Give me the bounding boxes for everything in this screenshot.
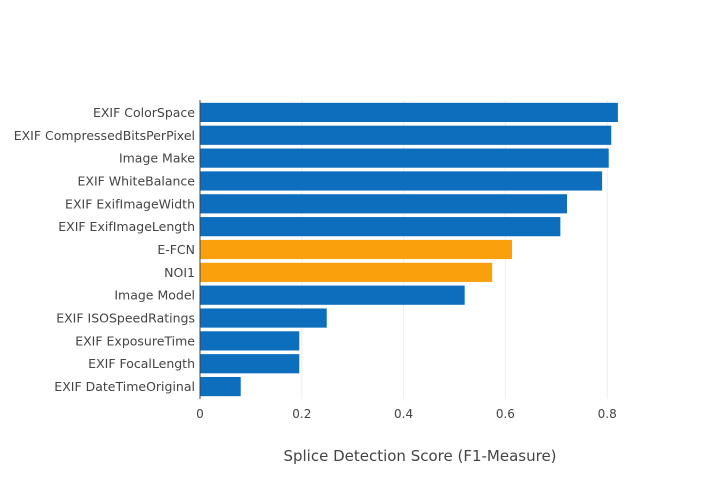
x-tick-label: 0 <box>196 407 204 421</box>
bar-exif-datetimeoriginal <box>200 376 241 397</box>
x-tick-label: 0.6 <box>496 407 515 421</box>
bar-exif-isospeedratings <box>200 308 327 328</box>
y-tick-label: EXIF CompressedBitsPerPixel <box>14 128 195 143</box>
y-tick-label: Image Make <box>119 151 195 166</box>
x-tick-label: 0.4 <box>394 407 413 421</box>
y-tick-label: EXIF ExifImageLength <box>58 219 195 234</box>
y-tick-label: Image Model <box>114 288 195 303</box>
bar-noi1 <box>200 262 493 282</box>
bar-exif-exifimagewidth <box>200 194 567 214</box>
bar-e-fcn <box>200 239 513 260</box>
y-tick-label: EXIF ISOSpeedRatings <box>56 311 195 326</box>
bar-exif-exposuretime <box>200 331 300 351</box>
bar-exif-focallength <box>200 354 300 374</box>
y-tick-label: NOI1 <box>164 265 195 280</box>
x-axis-title: Splice Detection Score (F1-Measure) <box>283 447 556 465</box>
bar-exif-exifimagelength <box>200 217 561 237</box>
bar-exif-colorspace <box>200 102 618 123</box>
bar-image-model <box>200 285 465 305</box>
y-tick-label: EXIF FocalLength <box>88 356 195 371</box>
y-tick-label: EXIF ColorSpace <box>93 105 195 120</box>
y-tick-label: EXIF DateTimeOriginal <box>54 379 195 394</box>
bar-exif-compressedbitsperpixel <box>200 125 612 145</box>
y-tick-label: EXIF ExifImageWidth <box>65 196 195 211</box>
y-tick-label: EXIF WhiteBalance <box>77 173 195 188</box>
x-tick-label: 0.2 <box>292 407 311 421</box>
bar-image-make <box>200 148 609 168</box>
x-tick-label: 0.8 <box>598 407 617 421</box>
y-tick-label: EXIF ExposureTime <box>75 333 195 348</box>
bar-exif-whitebalance <box>200 171 603 191</box>
y-tick-label: E-FCN <box>157 242 195 257</box>
